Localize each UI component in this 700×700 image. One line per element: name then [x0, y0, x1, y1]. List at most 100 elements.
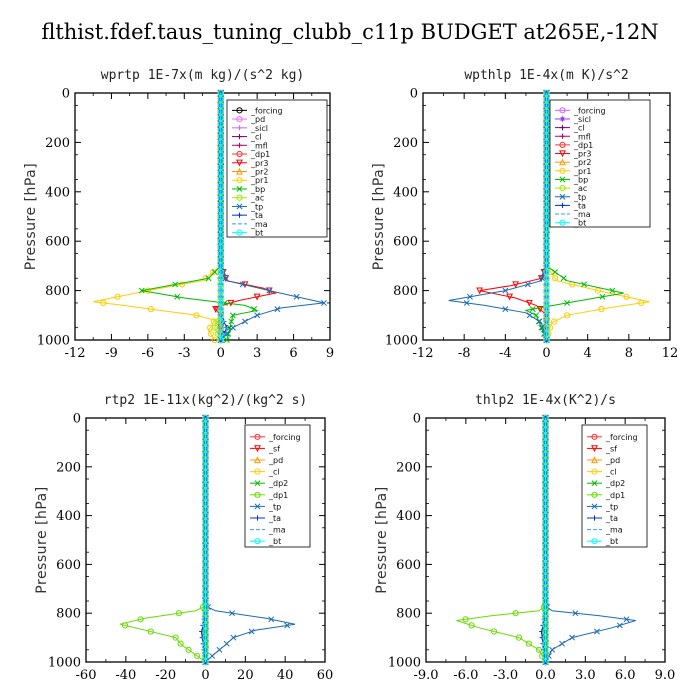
legend-entry: _ta	[573, 201, 586, 210]
data-point	[217, 133, 224, 140]
data-point	[594, 287, 602, 294]
x-tick-label: -60	[76, 668, 97, 683]
data-point	[202, 616, 209, 623]
data-point	[202, 573, 209, 580]
legend-entry: _dp1	[573, 141, 593, 150]
data-point	[543, 126, 550, 134]
legend-entry: _ma	[605, 526, 623, 535]
x-tick-label: 6.0	[615, 668, 636, 683]
legend-marker	[591, 433, 598, 440]
data-point	[217, 164, 224, 171]
y-tick-label: 400	[56, 509, 81, 524]
data-point	[202, 567, 209, 574]
legend-entry: _pd	[250, 115, 265, 124]
legend-marker	[559, 167, 566, 174]
legend-entry: _ma	[268, 526, 286, 535]
data-point	[542, 585, 549, 592]
panel-title: wpthlp 1E-4x(m K)/s^2	[464, 68, 628, 83]
legend: _forcing_sicl_cl_mfl_dp1_pr3_pr2_pr1_bp_…	[549, 99, 651, 228]
data-point	[543, 293, 550, 300]
data-point	[217, 250, 224, 257]
y-axis-label: Pressure [hPa]	[374, 486, 390, 593]
data-point	[202, 640, 209, 647]
data-point	[217, 120, 224, 127]
data-point	[542, 543, 549, 550]
x-tick-label: -6	[142, 346, 155, 361]
data-point	[230, 634, 237, 641]
data-point	[543, 151, 550, 158]
data-point	[542, 652, 549, 660]
data-point	[543, 318, 550, 325]
legend-entry: _pr1	[250, 176, 268, 185]
series-pr1	[93, 89, 224, 344]
data-point	[506, 293, 514, 301]
data-point	[542, 616, 549, 623]
data-point	[543, 275, 550, 282]
data-point	[210, 268, 217, 276]
data-point	[542, 591, 549, 599]
data-point	[212, 306, 220, 313]
legend-entry: _ta	[250, 211, 263, 220]
data-point	[202, 439, 209, 446]
data-point	[217, 306, 224, 313]
data-point	[229, 324, 236, 331]
data-point	[217, 89, 224, 97]
data-point	[563, 312, 571, 319]
data-point	[542, 506, 549, 513]
data-point	[202, 591, 209, 599]
data-point	[202, 506, 209, 513]
legend-entry: _sf	[605, 444, 617, 453]
data-point	[217, 145, 224, 152]
data-point	[543, 96, 550, 103]
data-point	[542, 482, 549, 489]
data-point	[542, 524, 549, 531]
data-point	[137, 616, 144, 623]
data-point	[559, 640, 566, 647]
x-tick-label: 0	[201, 668, 209, 683]
data-point	[202, 549, 209, 556]
legend-entry: _ma	[573, 210, 591, 219]
data-point	[543, 238, 550, 245]
data-point	[202, 585, 209, 592]
data-point	[209, 652, 216, 659]
data-point	[542, 610, 549, 617]
legend-marker	[559, 219, 566, 226]
legend-entry: _forcing	[605, 433, 638, 442]
legend-entry: _cl	[268, 468, 280, 477]
data-point	[525, 640, 533, 647]
data-point	[463, 299, 470, 306]
data-point	[543, 157, 550, 165]
data-point	[543, 324, 550, 331]
data-point	[515, 634, 523, 641]
data-point	[623, 293, 630, 300]
data-point	[542, 530, 549, 538]
x-tick-label: 9.0	[655, 668, 676, 683]
data-point	[217, 194, 224, 202]
legend-entry: _cl	[250, 133, 262, 142]
data-point	[172, 281, 179, 288]
data-point	[217, 324, 224, 331]
data-point	[542, 463, 549, 470]
panel-title: thlp2 1E-4x(K^2)/s	[475, 393, 616, 408]
data-point	[217, 219, 224, 226]
data-point	[174, 293, 181, 300]
data-point	[623, 616, 630, 623]
x-tick-label: -12	[413, 346, 434, 361]
data-point	[266, 287, 273, 294]
legend-marker	[559, 185, 566, 192]
data-point	[599, 293, 606, 300]
data-point	[202, 414, 209, 422]
data-point	[202, 451, 209, 458]
x-tick-label: -20	[155, 668, 176, 683]
legend-entry: _forcing	[250, 106, 283, 115]
data-point	[467, 293, 473, 300]
data-point	[222, 275, 230, 282]
x-tick-label: -6.0	[453, 668, 478, 683]
series-line	[448, 93, 547, 341]
data-point	[217, 256, 224, 263]
data-point	[202, 482, 209, 489]
legend-marker	[591, 515, 598, 521]
legend-marker	[236, 125, 243, 131]
legend-entry: _pd	[268, 456, 283, 465]
chart-panel-4: thlp2 1E-4x(K^2)/s Pressure [hPa] 0 200 400 6…	[374, 393, 675, 683]
